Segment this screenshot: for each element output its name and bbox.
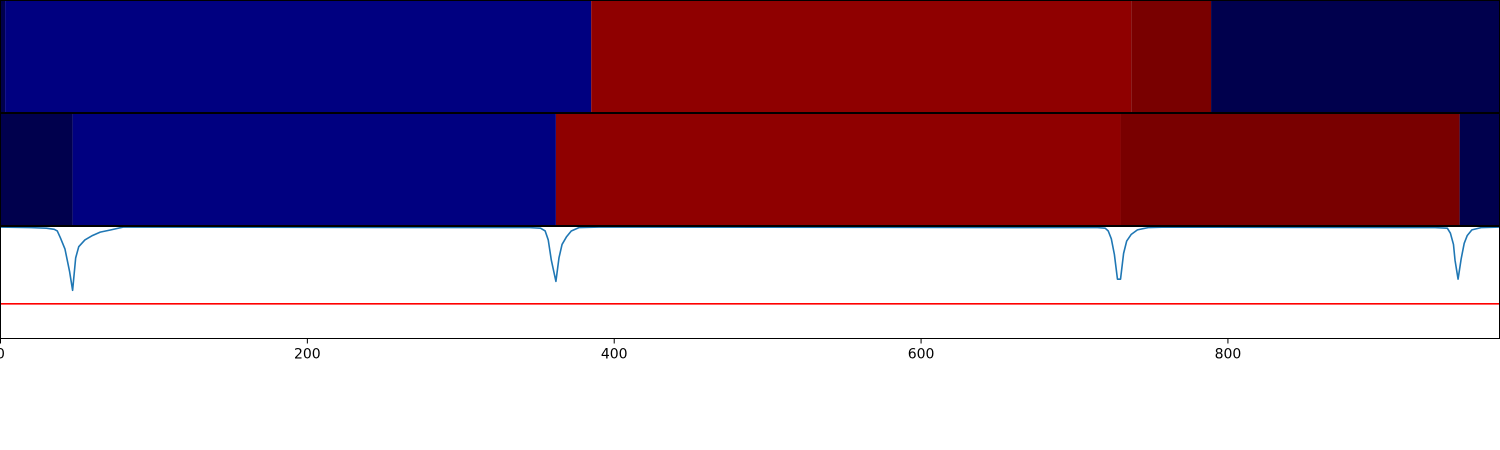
panel-frame-3 xyxy=(0,226,1500,339)
heatmap-1-segment-4 xyxy=(1211,0,1500,113)
signal-line xyxy=(0,226,1500,292)
x-axis: 0 200 400 600 800 xyxy=(0,338,1242,363)
heatmap-2-segment-3 xyxy=(1120,113,1460,226)
x-tick-label-200: 200 xyxy=(294,347,321,363)
heatmap-track-2 xyxy=(0,113,1500,226)
heatmap-1-segment-2 xyxy=(591,0,1132,113)
x-tick-label-600: 600 xyxy=(908,347,935,363)
x-tick-label-0: 0 xyxy=(0,347,5,363)
line-panel xyxy=(0,226,1500,305)
heatmap-1-segment-0 xyxy=(0,0,6,113)
heatmap-track-1 xyxy=(0,0,1500,113)
heatmap-2-segment-4 xyxy=(1459,113,1500,226)
x-tick-label-400: 400 xyxy=(601,347,628,363)
heatmap-2-segment-0 xyxy=(0,113,73,226)
heatmap-2-segment-1 xyxy=(72,113,556,226)
x-tick-label-800: 800 xyxy=(1215,347,1242,363)
heatmap-2-segment-2 xyxy=(555,113,1121,226)
heatmap-1-segment-1 xyxy=(5,0,592,113)
heatmap-1-segment-3 xyxy=(1131,0,1212,113)
